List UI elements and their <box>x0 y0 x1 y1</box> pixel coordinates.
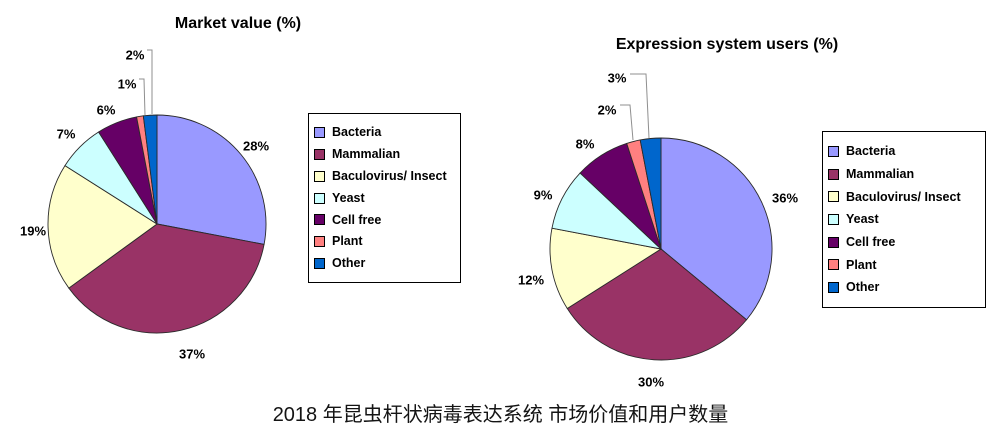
market-value-legend: Bacteria Mammalian Baculovirus/ Insect Yeas… <box>308 113 461 283</box>
legend-label: Cell free <box>332 212 382 227</box>
legend-label: Bacteria <box>846 144 896 159</box>
legend-swatch-bacteria <box>828 145 839 157</box>
legend-swatch-plant <box>314 236 325 248</box>
legend-item-mammalian: Mammalian <box>314 148 458 161</box>
legend-swatch-mammalian <box>314 148 325 160</box>
legend-swatch-other <box>828 282 839 294</box>
legend-label: Yeast <box>332 190 365 205</box>
expression-users-legend: Bacteria Mammalian Baculovirus/ Insect Yeas… <box>822 131 986 308</box>
legend-swatch-baculovirus-insect <box>828 191 839 203</box>
legend-item-bacteria: Bacteria <box>828 145 983 158</box>
pie-slice-other <box>639 137 662 250</box>
legend-label: Bacteria <box>332 125 382 140</box>
legend-swatch-baculovirus-insect <box>314 170 325 182</box>
leader-line-plant <box>139 78 146 116</box>
pie-label-other: 3% <box>608 71 627 86</box>
legend-label: Cell free <box>846 234 896 249</box>
legend-swatch-plant <box>828 259 839 271</box>
legend-label: Other <box>846 280 880 295</box>
legend-item-cell-free: Cell free <box>314 214 458 227</box>
legend-item-other: Other <box>314 257 458 270</box>
legend-item-yeast: Yeast <box>828 213 983 226</box>
pie-label-yeast: 9% <box>534 188 553 203</box>
expression-users-pie: 36% 30% 12% 9% 8% 2% 3% <box>518 71 798 390</box>
pie-label-plant: 2% <box>598 103 617 118</box>
legend-item-plant: Plant <box>314 235 458 248</box>
pie-slice-bacteria <box>156 114 267 245</box>
pie-label-other: 2% <box>126 48 145 63</box>
legend-swatch-other <box>314 257 325 269</box>
legend-label: Yeast <box>846 212 879 227</box>
legend-swatch-mammalian <box>828 168 839 180</box>
pie-label-bacteria: 36% <box>772 191 798 206</box>
expression-users-chart: Expression system users (%) 36% 30% 12% 9% 8… <box>500 0 1001 396</box>
legend-item-baculovirus-insect: Baculovirus/ Insect <box>314 170 458 183</box>
pie-slice-mammalian <box>566 248 748 361</box>
legend-label: Plant <box>332 234 363 249</box>
market-value-chart: Market value (%) 28% 37% 19% 7% 6% 1% 2% Bacte… <box>0 0 500 396</box>
legend-label: Mammalian <box>332 147 401 162</box>
pie-label-bacteria: 28% <box>243 139 269 154</box>
legend-label: Baculovirus/ Insect <box>332 168 447 183</box>
pie-slice-mammalian <box>68 223 265 334</box>
pie-slice-other <box>142 114 158 225</box>
market-value-pie: 28% 37% 19% 7% 6%1% 2% <box>20 48 269 362</box>
market-value-title: Market value (%) <box>174 15 302 32</box>
pie-label-plant: 1% <box>118 77 137 92</box>
legend-item-bacteria: Bacteria <box>314 126 458 139</box>
pie-label-baculovirus-insect: 12% <box>518 273 544 288</box>
legend-label: Baculovirus/ Insect <box>846 189 961 204</box>
pie-label-yeast: 7% <box>57 127 76 142</box>
legend-swatch-cell-free <box>314 214 325 226</box>
figure-caption: 2018 年昆虫杆状病毒表达系统 市场价值和用户数量 <box>272 404 729 426</box>
pie-slice-baculovirus-insect <box>47 164 158 289</box>
legend-item-yeast: Yeast <box>314 192 458 205</box>
pie-label-mammalian: 30% <box>638 375 664 390</box>
legend-item-plant: Plant <box>828 259 983 272</box>
legend-item-cell-free: Cell free <box>828 236 983 249</box>
legend-swatch-yeast <box>314 192 325 204</box>
legend-swatch-yeast <box>828 214 839 225</box>
pie-label-mammalian: 37% <box>179 347 205 362</box>
legend-item-mammalian: Mammalian <box>828 168 983 181</box>
legend-label: Other <box>332 256 366 271</box>
legend-item-baculovirus-insect: Baculovirus/ Insect <box>828 191 983 204</box>
leader-line-plant <box>620 104 634 141</box>
pie-slice-bacteria <box>660 137 773 321</box>
leader-line-other <box>147 49 153 114</box>
expression-users-title: Expression system users (%) <box>615 36 839 53</box>
legend-item-other: Other <box>828 281 983 294</box>
legend-swatch-bacteria <box>314 127 325 139</box>
legend-label: Plant <box>846 257 877 272</box>
legend-swatch-cell-free <box>828 236 839 248</box>
pie-slice-baculovirus-insect <box>549 227 663 310</box>
pie-label-cell-free: 8% <box>576 137 595 152</box>
pie-label-cell-free: 6% <box>97 103 116 118</box>
pie-label-baculovirus-insect: 19% <box>20 224 46 239</box>
legend-label: Mammalian <box>846 166 915 181</box>
leader-line-other <box>630 73 650 139</box>
